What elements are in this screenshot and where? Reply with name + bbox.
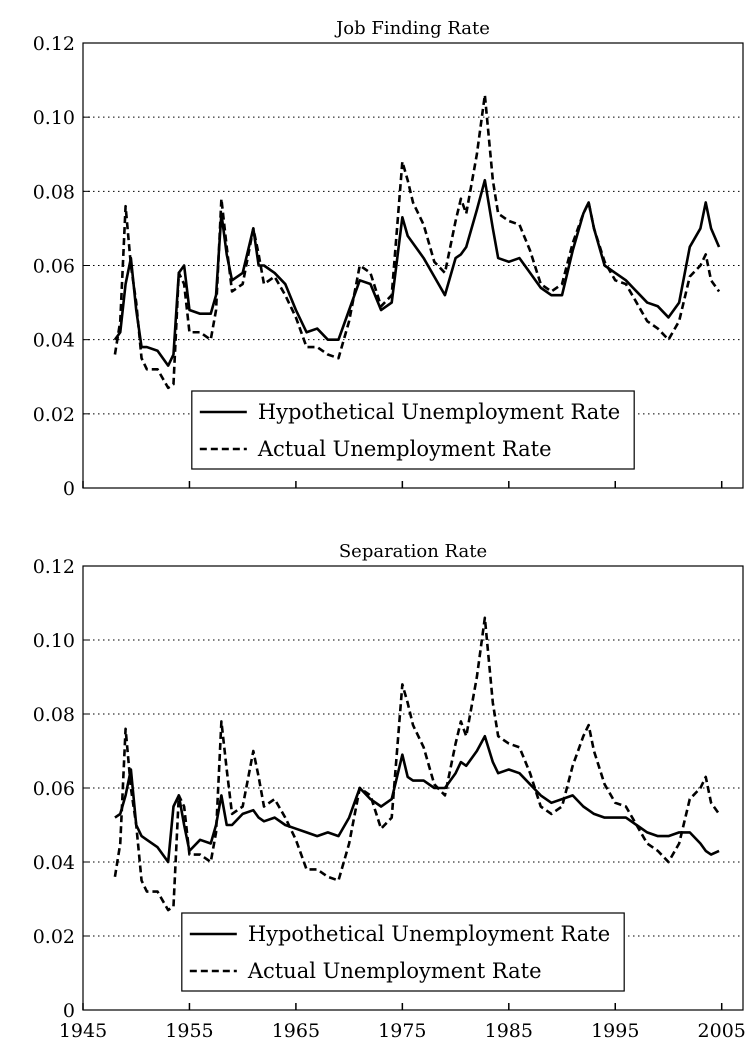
y-tick-label: 0.08	[33, 181, 75, 203]
x-tick-label: 1945	[59, 1020, 107, 1042]
x-tick-label: 1985	[485, 1020, 533, 1042]
y-tick-label: 0.04	[33, 330, 75, 352]
legend-box	[191, 390, 635, 470]
y-tick-label: 0.10	[33, 630, 75, 652]
y-tick-label: 0.08	[33, 704, 75, 726]
y-tick-label: 0.02	[33, 404, 75, 426]
y-tick-label: 0	[63, 1000, 75, 1022]
y-tick-label: 0.06	[33, 778, 75, 800]
y-tick-label: 0.06	[33, 256, 75, 278]
chart-title: Job Finding Rate	[334, 18, 490, 39]
series-line	[113, 93, 721, 390]
legend-label: Hypothetical Unemployment Rate	[248, 922, 610, 946]
plot-frame	[82, 42, 744, 489]
legend: Hypothetical Unemployment Rate Actual Une…	[181, 912, 625, 992]
y-tick-label: 0.02	[33, 926, 75, 948]
series-line	[113, 616, 721, 912]
x-tick-label: 1975	[378, 1020, 426, 1042]
legend: Hypothetical Unemployment Rate Actual Une…	[191, 390, 635, 470]
legend-box	[181, 912, 625, 992]
legend-label: Hypothetical Unemployment Rate	[258, 400, 620, 424]
series-line	[114, 734, 720, 864]
y-tick-label: 0	[63, 478, 75, 500]
y-tick-label: 0.12	[33, 556, 75, 578]
legend-label: Actual Unemployment Rate	[247, 959, 542, 983]
x-tick-label: 2005	[698, 1020, 746, 1042]
y-tick-label: 0.10	[33, 107, 75, 129]
x-tick-label: 1995	[591, 1020, 639, 1042]
y-tick-label: 0.04	[33, 852, 75, 874]
x-tick-label: 1955	[165, 1020, 213, 1042]
y-tick-label: 0.12	[33, 33, 75, 55]
plot-frame	[82, 565, 744, 1011]
chart-title: Separation Rate	[339, 541, 487, 562]
legend-label: Actual Unemployment Rate	[257, 437, 552, 461]
x-tick-label: 1965	[272, 1020, 320, 1042]
